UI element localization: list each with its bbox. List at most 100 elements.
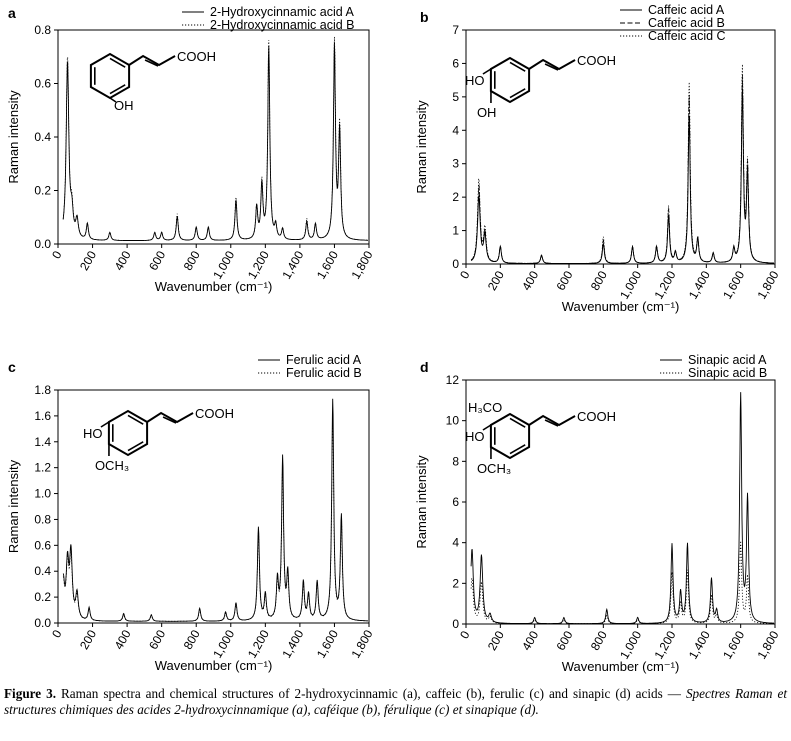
- y-tick-label: 0: [452, 617, 459, 631]
- panel-letter: d: [420, 359, 429, 375]
- y-tick-label: 6: [452, 56, 459, 70]
- y-tick-label: 8: [452, 454, 459, 468]
- x-axis-label: Wavenumber (cm⁻¹): [562, 659, 680, 674]
- legend-label: Sinapic acid B: [688, 366, 767, 380]
- x-tick-label: 800: [588, 268, 610, 293]
- legend-label: Caffeic acid C: [648, 29, 726, 43]
- caption-french: Spectres Raman et structures chimiques d…: [4, 686, 787, 717]
- y-tick-label: 0.0: [34, 616, 51, 630]
- y-tick-label: 10: [446, 414, 460, 428]
- y-axis-label: Raman intensity: [414, 455, 429, 549]
- substituent-label: COOH: [195, 406, 234, 421]
- x-tick-label: 800: [181, 248, 203, 273]
- y-tick-label: 1.4: [34, 435, 51, 449]
- benzene-ring: [489, 56, 531, 104]
- y-tick-label: 0.4: [34, 564, 51, 578]
- x-tick-label: 1,200: [651, 268, 678, 301]
- side-chain-double-bond: [544, 63, 559, 71]
- y-tick-label: 0.4: [34, 130, 51, 144]
- x-tick-label: 1,000: [210, 248, 237, 281]
- ring-double-bond: [127, 414, 144, 425]
- y-tick-label: 1.0: [34, 487, 51, 501]
- series-line-1: [470, 88, 774, 264]
- x-tick-label: 200: [485, 268, 507, 293]
- chemical-structure: COOH HO OH: [465, 53, 616, 120]
- benzene-ring: [489, 412, 531, 460]
- x-tick-label: 600: [146, 248, 168, 273]
- x-tick-label: 200: [77, 627, 99, 652]
- legend-label: Ferulic acid A: [286, 353, 362, 367]
- substituent-label: H₃CO: [468, 400, 502, 415]
- side-chain: [146, 411, 194, 424]
- legend-label: Caffeic acid A: [648, 3, 725, 17]
- y-tick-label: 0.8: [34, 23, 51, 37]
- x-tick-label: 400: [112, 627, 134, 652]
- chart-panel-b: b 0 200 400 600 800 1,000 1,200 1,400 1,600 1,800 0…: [414, 3, 782, 314]
- x-tick-label: 400: [519, 268, 541, 293]
- y-axis-label: Raman intensity: [6, 90, 21, 184]
- substituent-label: OCH₃: [477, 461, 511, 476]
- x-tick-label: 600: [146, 627, 168, 652]
- side-chain: [528, 58, 576, 71]
- x-tick-label: 1,400: [279, 627, 306, 660]
- x-tick-label: 400: [519, 628, 541, 653]
- y-tick-label: 1: [452, 224, 459, 238]
- chemical-structure: COOH OH: [89, 49, 216, 113]
- series-line-1: [62, 42, 368, 241]
- ring-double-bond: [509, 444, 526, 455]
- y-tick-label: 12: [446, 373, 460, 387]
- y-tick-label: 2: [452, 190, 459, 204]
- substituent-bond: [482, 424, 492, 431]
- caption-english: Raman spectra and chemical structures of…: [56, 686, 686, 701]
- series-line-1: [470, 392, 774, 625]
- substituent-label: HO: [465, 73, 485, 88]
- x-tick-label: 600: [553, 628, 575, 653]
- y-tick-label: 1.2: [34, 461, 51, 475]
- x-axis-label: Wavenumber (cm⁻¹): [155, 279, 273, 294]
- x-tick-label: 1,200: [245, 248, 272, 281]
- substituent-label: OCH₃: [95, 458, 129, 473]
- x-tick-label: 800: [588, 628, 610, 653]
- y-tick-label: 0.6: [34, 538, 51, 552]
- x-tick-label: 1,800: [754, 268, 781, 301]
- legend-label: Ferulic acid B: [286, 366, 362, 380]
- benzene-ring: [89, 52, 131, 100]
- x-tick-label: 0: [49, 248, 65, 261]
- x-tick-label: 600: [553, 268, 575, 293]
- ring-double-bond: [109, 84, 126, 95]
- chemical-structure: COOH HO OCH₃: [83, 406, 234, 473]
- figure-caption: Figure 3. Raman spectra and chemical str…: [4, 686, 787, 718]
- x-tick-label: 800: [181, 627, 203, 652]
- x-tick-label: 1,400: [686, 628, 713, 661]
- legend-label: Caffeic acid B: [648, 16, 725, 30]
- x-tick-label: 1,000: [617, 628, 644, 661]
- y-tick-label: 0.2: [34, 184, 51, 198]
- chemical-structure: H₃CO COOH HO OCH₃: [465, 400, 616, 476]
- x-tick-label: 1,400: [686, 268, 713, 301]
- figure-canvas: a0 200 400 600 800 1,000 1,200 1,400 1,600 1,8000…: [6, 3, 782, 674]
- y-tick-label: 4: [452, 123, 459, 137]
- substituent-label: COOH: [577, 409, 616, 424]
- panel-letter: c: [8, 359, 16, 375]
- series-line-2: [470, 540, 774, 625]
- y-axis-label: Raman intensity: [6, 459, 21, 553]
- x-tick-label: 0: [457, 628, 473, 641]
- y-tick-label: 0.6: [34, 77, 51, 91]
- ring-double-bond: [509, 417, 526, 428]
- y-tick-label: 1.6: [34, 409, 51, 423]
- x-tick-label: 1,000: [617, 268, 644, 301]
- y-tick-label: 7: [452, 23, 459, 37]
- side-chain-double-bond: [162, 416, 177, 424]
- legend-label: Sinapic acid A: [688, 353, 767, 367]
- x-tick-label: 1,200: [651, 628, 678, 661]
- substituent-label: OH: [477, 105, 497, 120]
- x-tick-label: 1,400: [279, 248, 306, 281]
- plot-frame: [57, 389, 370, 624]
- substituent-bond: [482, 68, 492, 75]
- x-tick-label: 1,600: [314, 248, 341, 281]
- chart-panel-d: d 0 200 400 600 800 1,000 1,200 1,400 1,600 1,800 0…: [414, 353, 782, 674]
- ring-double-bond: [509, 61, 526, 72]
- substituent-label: HO: [83, 426, 103, 441]
- substituent-label: OH: [114, 98, 134, 113]
- ring-double-bond: [127, 441, 144, 452]
